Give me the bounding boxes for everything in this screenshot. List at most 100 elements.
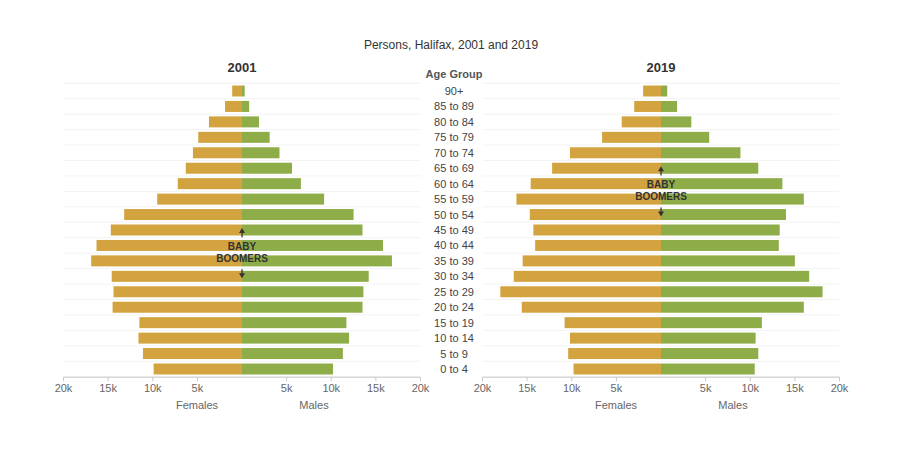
bar — [661, 302, 804, 313]
bar — [570, 333, 661, 344]
bar — [198, 132, 242, 143]
arrow-head — [658, 212, 664, 217]
bar — [242, 101, 249, 112]
panel-title: 2019 — [647, 60, 676, 75]
tick-label: 20k — [474, 382, 492, 394]
grid-line — [483, 299, 840, 300]
tick-label: 15k — [99, 382, 117, 394]
grid-line — [483, 237, 840, 238]
category-label: 45 to 49 — [434, 224, 474, 236]
tick-label: 15k — [518, 382, 536, 394]
grid-line — [64, 83, 421, 84]
panel: 20015k5k10k10k15k15k20k20kFemalesMalesBA… — [55, 60, 430, 411]
bar — [193, 147, 242, 158]
category-label: 80 to 84 — [434, 116, 474, 128]
bar — [242, 364, 333, 375]
grid-line — [483, 361, 840, 362]
grid-line — [483, 175, 840, 176]
category-label: 35 to 39 — [434, 255, 474, 267]
arrow-head — [658, 166, 664, 171]
bar — [232, 86, 242, 97]
tick — [152, 377, 153, 381]
grid-line — [483, 83, 840, 84]
bar — [661, 147, 740, 158]
tick — [571, 377, 572, 381]
grid-line — [64, 237, 421, 238]
annotation-line: BABY — [228, 241, 257, 252]
category-label: 10 to 14 — [434, 332, 474, 344]
bar — [531, 178, 661, 189]
bar — [242, 163, 292, 174]
arrow-head — [239, 273, 245, 278]
bar — [242, 302, 362, 313]
bar — [112, 271, 242, 282]
series-label: Males — [718, 399, 748, 411]
bar — [157, 194, 242, 205]
tick-label: 10k — [144, 382, 162, 394]
bar — [661, 317, 762, 328]
tick-label: 15k — [367, 382, 385, 394]
tick-label: 10k — [741, 382, 759, 394]
grid-line — [483, 253, 840, 254]
bar — [113, 302, 242, 313]
tick — [705, 377, 706, 381]
annotation-text: BABYBOOMERS — [635, 179, 687, 202]
tick-label: 20k — [55, 382, 73, 394]
grid-line — [483, 345, 840, 346]
bar — [242, 317, 346, 328]
bar — [643, 86, 661, 97]
grid-line — [483, 160, 840, 161]
bar — [570, 147, 661, 158]
grid-line — [64, 145, 421, 146]
bar — [535, 240, 661, 251]
annotation: BABYBOOMERS — [635, 166, 687, 216]
bar — [97, 240, 242, 251]
grid-line — [64, 175, 421, 176]
category-label: 70 to 74 — [434, 147, 474, 159]
tick — [286, 377, 287, 381]
bar — [242, 147, 279, 158]
category-label: 60 to 64 — [434, 178, 474, 190]
tick-label: 15k — [786, 382, 804, 394]
bar — [242, 225, 362, 236]
bar — [533, 225, 661, 236]
bar — [143, 348, 242, 359]
bar — [514, 271, 661, 282]
grid-line — [64, 222, 421, 223]
category-label: 40 to 44 — [434, 239, 474, 251]
category-label: 55 to 59 — [434, 193, 474, 205]
bar — [634, 101, 661, 112]
bar — [209, 116, 242, 127]
tick — [331, 377, 332, 381]
tick — [616, 377, 617, 381]
tick-label: 10k — [563, 382, 581, 394]
bar — [661, 209, 786, 220]
bar — [242, 86, 245, 97]
grid-line — [64, 330, 421, 331]
category-label: 30 to 34 — [434, 270, 474, 282]
annotation-text: BABYBOOMERS — [216, 241, 268, 264]
grid-line — [483, 206, 840, 207]
bar — [242, 178, 301, 189]
chart-root: Persons, Halifax, 2001 and 2019Age Group… — [0, 0, 900, 455]
axis-title: Age Group — [426, 68, 483, 80]
bar — [661, 225, 780, 236]
tick — [375, 377, 376, 381]
grid-line — [64, 345, 421, 346]
annotation-line: BABY — [647, 179, 676, 190]
grid-line — [483, 330, 840, 331]
category-label: 75 to 79 — [434, 131, 474, 143]
bar — [178, 178, 242, 189]
series-label: Females — [595, 399, 638, 411]
tick — [63, 377, 64, 381]
grid-line — [64, 314, 421, 315]
series-label: Females — [176, 399, 219, 411]
bar — [602, 132, 661, 143]
grid-line — [483, 145, 840, 146]
grid-line — [64, 98, 421, 99]
bar — [242, 286, 363, 297]
grid-line — [483, 284, 840, 285]
grid-line — [483, 129, 840, 130]
bar — [225, 101, 242, 112]
tick — [794, 377, 795, 381]
